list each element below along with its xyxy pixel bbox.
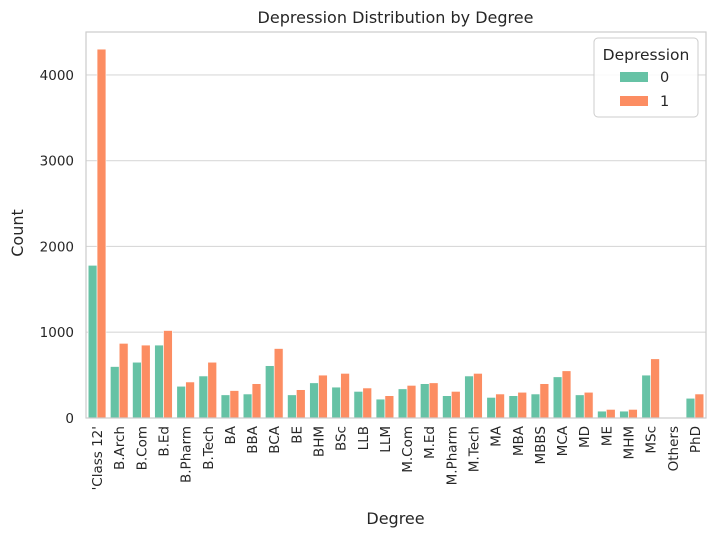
bar: [132, 361, 142, 419]
bar: [287, 394, 297, 419]
bar: [517, 391, 527, 419]
bar: [154, 344, 164, 419]
x-tick-label: Others: [666, 426, 682, 471]
bar: [473, 373, 483, 419]
x-tick-label: MBA: [511, 425, 527, 456]
bar: [397, 388, 408, 419]
bar: [495, 393, 505, 419]
y-tick-label: 2000: [40, 239, 74, 255]
x-tick-label: BSc: [334, 426, 350, 451]
bar: [176, 385, 186, 419]
bar: [539, 383, 550, 419]
x-tick-label: MCA: [555, 425, 571, 456]
bar: [163, 330, 173, 419]
x-tick-label: LLB: [356, 426, 372, 450]
bar: [353, 391, 364, 419]
bar: [486, 397, 496, 419]
bar: [575, 394, 585, 419]
bar: [561, 370, 572, 419]
bar: [362, 387, 372, 419]
bar: [508, 395, 519, 419]
bar: [242, 393, 253, 419]
legend-label: 1: [660, 94, 669, 110]
bar: [597, 410, 607, 419]
bar: [318, 374, 328, 419]
bar: [87, 265, 98, 419]
bar: [375, 398, 386, 419]
bar: [110, 366, 120, 419]
x-tick-label: MHM: [622, 426, 638, 459]
x-tick-label: B.Tech: [201, 426, 217, 470]
x-tick-label: BCA: [267, 425, 283, 453]
bar: [685, 397, 696, 419]
bar: [296, 389, 306, 419]
y-tick-label: 1000: [40, 325, 74, 341]
bar: [207, 361, 217, 419]
x-axis-title: Degree: [366, 509, 424, 528]
bar: [530, 393, 541, 419]
x-tick-label: PhD: [688, 426, 704, 453]
bar: [451, 391, 461, 419]
x-tick-label: M.Pharm: [444, 426, 460, 485]
x-tick-label: B.Arch: [112, 426, 128, 470]
legend-swatch: [620, 72, 648, 82]
legend-title: Depression: [603, 46, 690, 64]
bar: [96, 48, 107, 419]
bar: [606, 409, 616, 419]
bar: [185, 381, 195, 419]
bar: [340, 373, 350, 419]
x-tick-label: MD: [577, 426, 593, 448]
bar: [273, 348, 284, 419]
bar: [384, 395, 395, 419]
bar: [265, 365, 275, 419]
plot-area: 0 1000 2000 3000 4000 'Class 12' B.Arch B.Com B.…: [40, 31, 707, 490]
x-tick-label: BA: [223, 425, 239, 444]
bar: [141, 344, 151, 419]
legend-label: 0: [660, 70, 669, 86]
legend: Depression 0 1: [593, 37, 699, 118]
x-tick-label: B.Pharm: [179, 426, 195, 483]
bar: [406, 385, 417, 419]
x-tick-label: M.Tech: [467, 426, 483, 472]
y-tick-label: 0: [65, 411, 74, 427]
bar: [442, 395, 452, 419]
x-tick-label: M.Ed: [422, 426, 438, 459]
bar: [552, 376, 563, 419]
y-tick-label: 4000: [40, 68, 74, 84]
x-tick-label: MA: [489, 425, 505, 447]
bar: [331, 386, 341, 419]
bar: [694, 393, 705, 419]
x-tick-label: ME: [599, 426, 615, 446]
bar: [583, 391, 594, 419]
bar: [309, 382, 319, 419]
bar: [229, 390, 240, 419]
chart-title: Depression Distribution by Degree: [258, 8, 534, 27]
x-tick-label: BHM: [312, 426, 328, 457]
x-tick-label: B.Com: [134, 426, 150, 470]
x-tick-label: LLM: [378, 426, 394, 453]
bar: [628, 409, 638, 419]
x-tick-label: 'Class 12': [90, 426, 106, 490]
bar: [420, 383, 430, 419]
bar: [650, 358, 660, 419]
bar: [641, 374, 651, 419]
bar: [464, 375, 474, 419]
x-tick-label: M.Com: [400, 426, 416, 473]
bar: [198, 375, 209, 419]
bar: [619, 410, 629, 419]
bar: [220, 394, 231, 419]
x-tick-label: BE: [289, 426, 305, 444]
plot-frame: [85, 31, 707, 419]
legend-swatch: [620, 96, 648, 106]
x-tick-label: B.Ed: [157, 426, 173, 457]
x-tick-label: MBBS: [533, 426, 549, 465]
bar: [428, 382, 439, 419]
bar: [251, 383, 262, 419]
x-tick-label: MSc: [644, 426, 660, 454]
y-axis-title: Count: [8, 209, 27, 257]
x-tick-label: BBA: [245, 425, 261, 454]
y-tick-label: 3000: [40, 154, 74, 170]
bar: [118, 343, 129, 419]
